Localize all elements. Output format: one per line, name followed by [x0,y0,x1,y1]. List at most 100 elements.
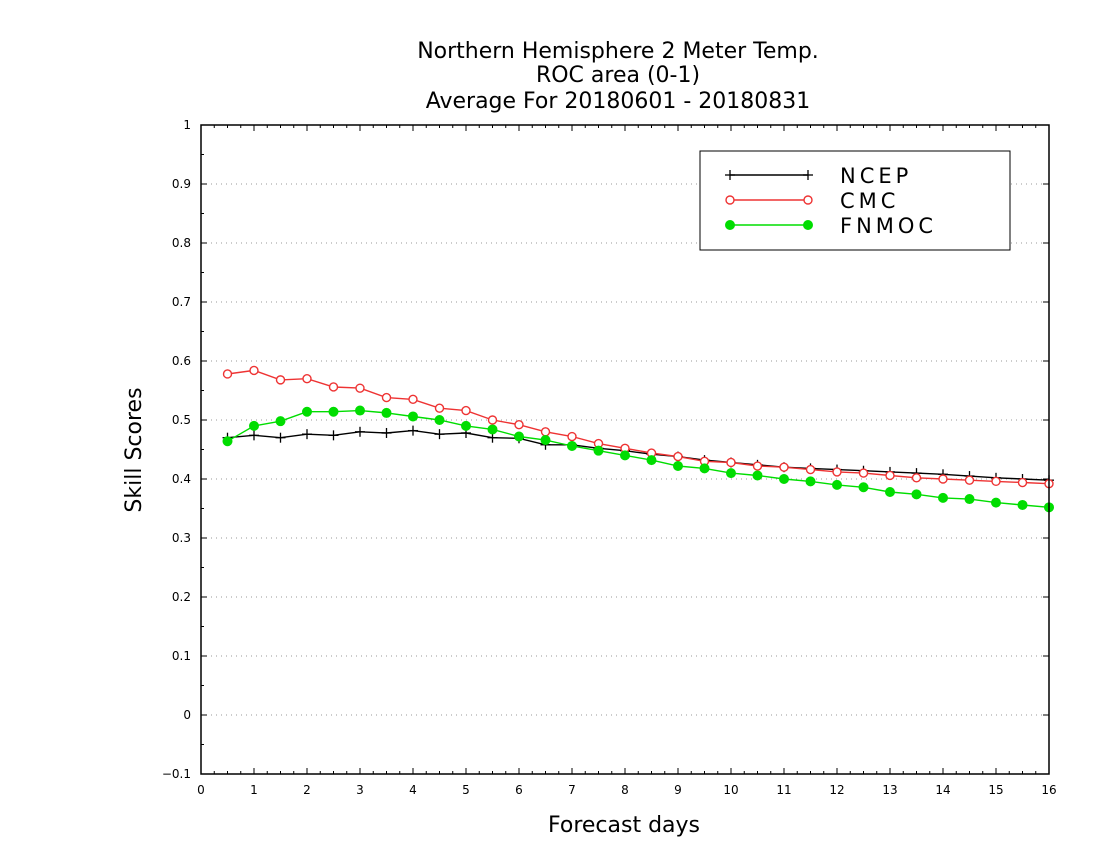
data-point-cmc [991,476,1001,487]
data-point-fnmoc [249,420,259,431]
legend-marker-fnmoc [803,220,813,230]
series-line-ncep [227,429,1050,481]
data-point-cmc [726,457,736,468]
data-point-cmc [381,392,392,403]
data-point-fnmoc [646,455,657,466]
data-point-cmc [858,468,869,478]
y-tick-label: 0.1 [172,649,191,663]
data-point-fnmoc [938,492,948,503]
data-point-fnmoc [275,416,286,427]
x-tick-label: 13 [882,783,897,797]
legend-label-cmc: CMC [840,189,899,213]
data-point-fnmoc [911,489,922,500]
y-tick-label: 0.3 [172,531,191,545]
data-point-cmc [885,470,895,481]
data-point-fnmoc [699,463,710,474]
data-point-fnmoc [408,411,418,422]
y-tick-label: 0.4 [172,472,191,486]
data-point-fnmoc [328,406,339,417]
y-tick-label: 0.9 [172,177,191,191]
series-cmc [222,365,1054,489]
data-point-fnmoc [487,424,498,435]
data-point-cmc [249,365,259,376]
data-point-cmc [434,403,445,413]
x-tick-label: 2 [303,783,311,797]
data-point-fnmoc [805,476,816,487]
legend-label-ncep: NCEP [840,164,912,188]
chart-title-line-1: Northern Hemisphere 2 Meter Temp. [417,39,819,64]
data-point-fnmoc [461,420,471,431]
data-point-cmc [222,369,233,379]
x-tick-label: 12 [829,783,844,797]
y-tick-label: −0.1 [162,767,191,781]
y-tick-label: 0 [183,708,191,722]
x-tick-label: 10 [723,783,738,797]
x-tick-label: 14 [935,783,950,797]
x-tick-label: 3 [356,783,364,797]
plot-frame [200,124,1050,775]
x-tick-label: 5 [462,783,470,797]
data-point-fnmoc [620,450,630,461]
y-tick-label: 0.2 [172,590,191,604]
series-line-cmc [227,369,1050,485]
data-point-fnmoc [434,415,445,425]
x-tick-label: 16 [1041,783,1056,797]
data-point-cmc [752,461,763,471]
data-point-fnmoc [540,435,551,446]
x-tick-label: 7 [568,783,576,797]
data-point-fnmoc [885,486,895,497]
data-point-fnmoc [355,405,365,416]
legend-marker-cmc [803,195,813,205]
x-tick-label: 11 [776,783,791,797]
data-point-cmc [540,427,551,437]
data-point-cmc [487,415,498,425]
data-point-cmc [408,394,418,405]
data-point-fnmoc [832,479,842,490]
data-point-cmc [938,474,948,484]
y-axis-title: Skill Scores [122,387,147,512]
data-point-cmc [805,464,816,475]
data-point-cmc [832,467,842,477]
data-point-fnmoc [302,406,312,417]
x-tick-label: 6 [515,783,523,797]
data-point-fnmoc [991,497,1001,508]
data-point-fnmoc [752,470,763,481]
axis-ticks: −0.100.10.20.30.40.50.60.70.80.910 1 2 3 4 5 6… [162,118,1057,797]
x-tick-label: 9 [674,783,682,797]
data-point-cmc [673,451,683,462]
legend-item-cmc: CMC [725,189,899,213]
data-point-cmc [302,374,312,384]
data-point-fnmoc [1017,499,1028,510]
data-point-fnmoc [222,436,233,447]
data-point-fnmoc [964,494,975,505]
legend-item-ncep: NCEP [725,164,912,188]
y-tick-label: 0.8 [172,236,191,250]
data-point-fnmoc [673,461,683,472]
data-point-cmc [514,420,524,430]
data-point-cmc [567,431,577,442]
x-tick-label: 1 [250,783,258,797]
series-ncep [222,425,1054,486]
chart-title-line-3: Average For 20180601 - 20180831 [426,89,811,114]
x-axis-title: Forecast days [548,813,700,838]
y-tick-label: 0.5 [172,413,191,427]
data-point-cmc [964,475,975,485]
data-point-fnmoc [593,445,604,456]
data-point-cmc [355,383,365,393]
data-point-cmc [911,473,922,483]
chart-title-line-2: ROC area (0-1) [536,63,700,88]
legend-marker-fnmoc [725,220,735,230]
x-tick-label: 8 [621,783,629,797]
series-group [222,365,1054,513]
y-tick-label: 1 [183,118,191,132]
y-tick-label: 0.7 [172,295,191,309]
x-tick-label: 0 [197,783,205,797]
data-point-fnmoc [726,468,736,479]
data-point-cmc [328,382,339,392]
series-fnmoc [222,405,1054,513]
legend-item-fnmoc: FNMOC [725,214,937,238]
data-point-cmc [275,375,286,385]
legend-label-fnmoc: FNMOC [840,214,937,238]
